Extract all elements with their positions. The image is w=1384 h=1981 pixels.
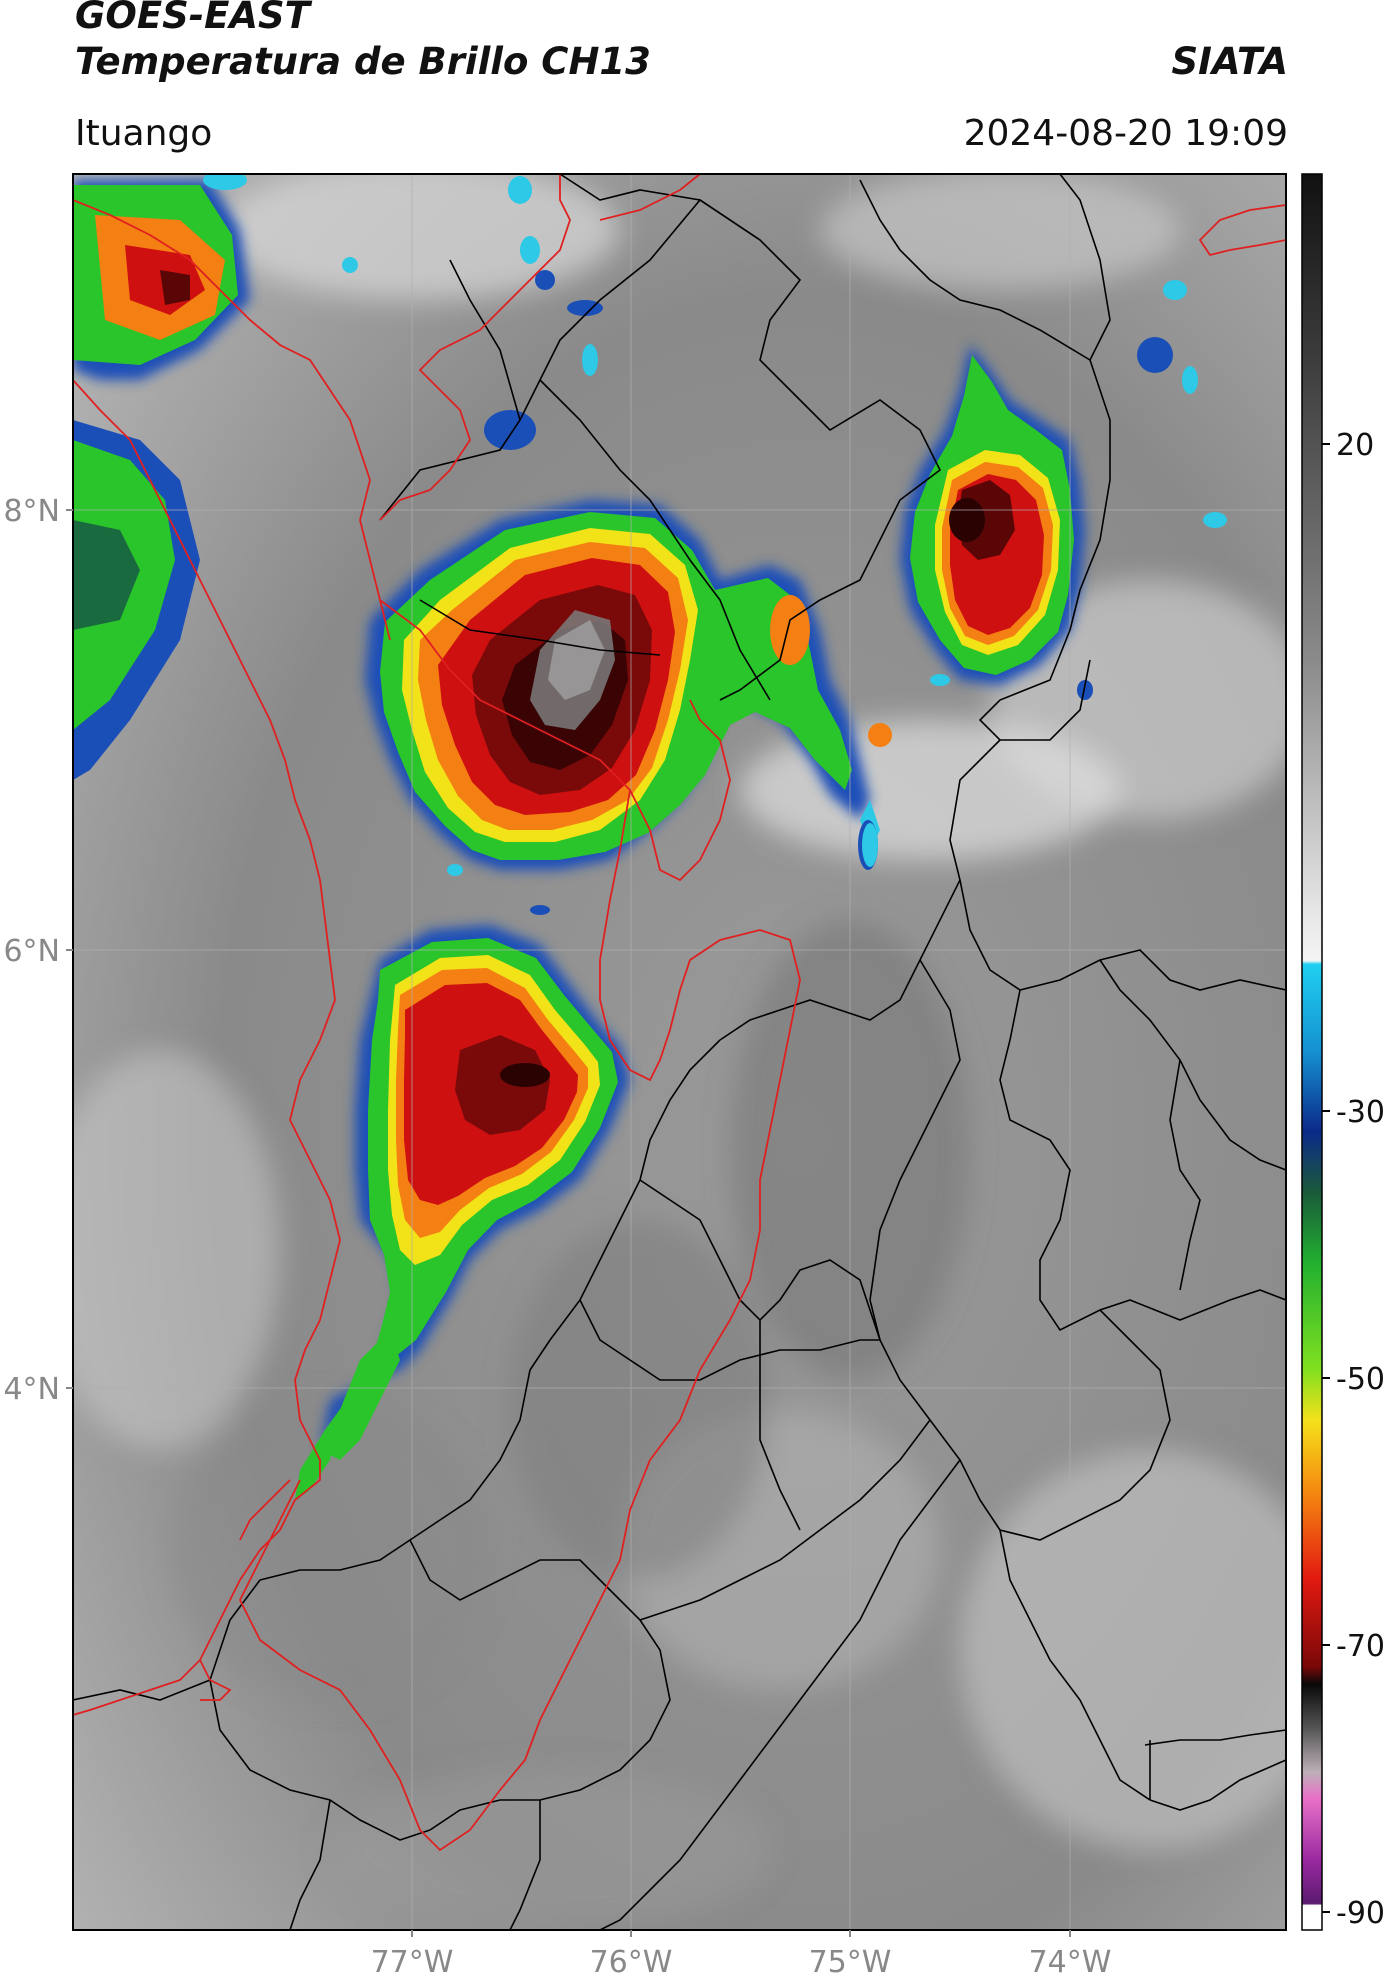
latitude-axis: 8°N 6°N 4°N (3, 494, 73, 1407)
small-cold-cloud-patches (203, 174, 1227, 915)
colorbar-tick-minus30: -30 (1336, 1095, 1384, 1130)
lat-label-6n: 6°N (3, 934, 60, 969)
lon-label-77w: 77°W (371, 1945, 454, 1980)
administrative-borders (73, 174, 1286, 1930)
department-and-coastline (73, 174, 1286, 1852)
longitude-axis: 77°W 76°W 75°W 74°W (371, 1930, 1112, 1980)
organization-label: SIATA (1171, 40, 1288, 83)
storm-central-south (290, 925, 630, 1500)
map-frame (72, 173, 1287, 1931)
colorbar-tick-minus50: -50 (1336, 1362, 1384, 1397)
colorbar-gradient (1301, 173, 1323, 1931)
colorbar-tick-minus70: -70 (1336, 1629, 1384, 1664)
map-area (73, 174, 1286, 1930)
lon-label-75w: 75°W (809, 1945, 892, 1980)
graticule (73, 174, 1286, 1930)
storm-central-north (365, 500, 892, 870)
cloud-texture (73, 174, 1286, 1930)
satellite-title: GOES-EAST (75, 0, 310, 37)
location-label: Ituango (75, 113, 213, 154)
lon-label-74w: 74°W (1029, 1945, 1112, 1980)
colorbar: 20 -30 -50 -70 -90 (1301, 173, 1384, 1931)
colorbar-tick-minus90: -90 (1336, 1896, 1384, 1931)
lat-label-4n: 4°N (3, 1372, 60, 1407)
timestamp-label: 2024-08-20 19:09 (963, 113, 1288, 154)
storm-east (900, 345, 1085, 685)
lon-label-76w: 76°W (590, 1945, 673, 1980)
colorbar-tick-20: 20 (1336, 428, 1374, 463)
product-title: Temperatura de Brillo CH13 (75, 40, 651, 83)
lat-label-8n: 8°N (3, 494, 60, 529)
